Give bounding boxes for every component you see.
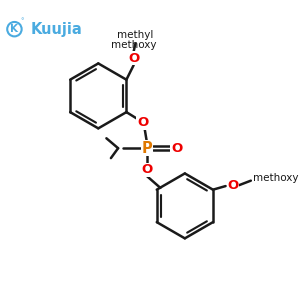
- Text: O: O: [137, 116, 148, 129]
- Text: methyl: methyl: [117, 30, 154, 40]
- Text: °: °: [21, 18, 24, 24]
- Text: O: O: [141, 163, 153, 176]
- Text: methoxy: methoxy: [111, 40, 156, 50]
- Text: O: O: [128, 52, 139, 64]
- Text: O: O: [227, 179, 238, 192]
- Text: Kuujia: Kuujia: [31, 22, 83, 37]
- Text: P: P: [142, 141, 152, 156]
- Text: methoxy: methoxy: [253, 173, 298, 183]
- Text: O: O: [171, 142, 182, 155]
- Text: K: K: [11, 24, 18, 34]
